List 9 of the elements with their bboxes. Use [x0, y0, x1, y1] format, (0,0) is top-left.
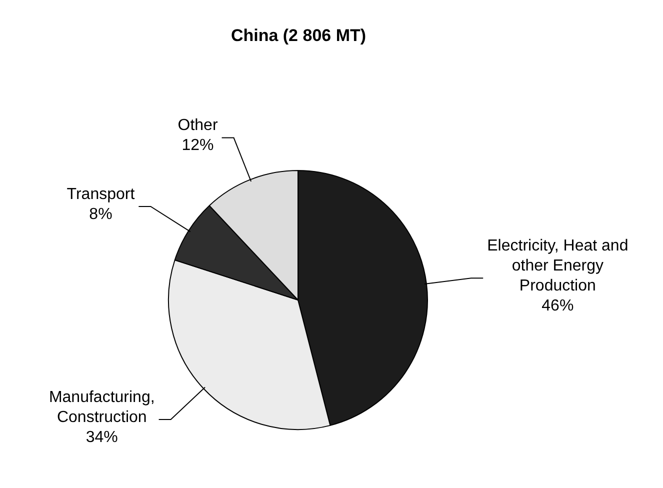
slice-label: Electricity, Heat and other Energy Production	[487, 238, 628, 295]
slice-label: Manufacturing, Construction	[48, 388, 155, 426]
data-label: 12%	[182, 137, 214, 154]
data-label: 46%	[542, 298, 574, 315]
slice-label: Other	[178, 117, 218, 134]
slice-label: Transport	[66, 186, 136, 203]
chart-title: China (2 806 MT)	[230, 26, 368, 46]
data-label: 8%	[89, 206, 112, 223]
data-label: 34%	[86, 428, 118, 446]
